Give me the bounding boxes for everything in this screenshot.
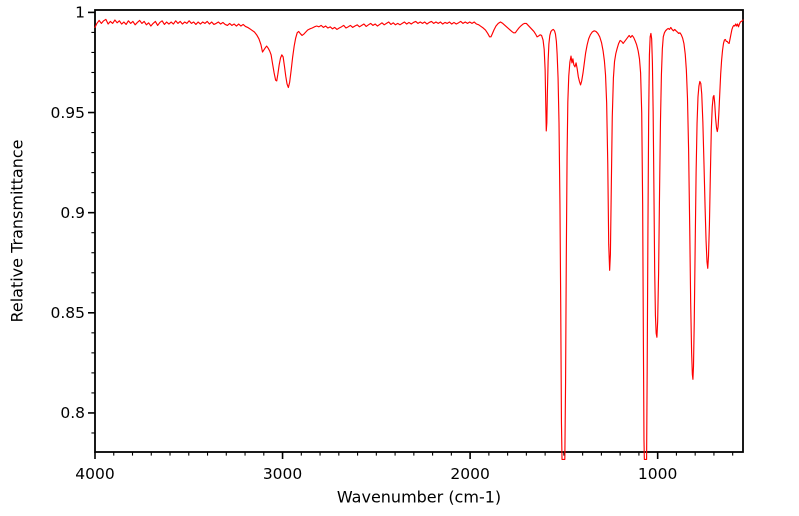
x-tick-label: 4000 — [75, 465, 114, 483]
x-tick-label: 3000 — [263, 465, 302, 483]
y-axis-title: Relative Transmittance — [7, 139, 27, 323]
y-tick-label: 0.8 — [60, 404, 85, 422]
y-tick-label: 1 — [75, 4, 85, 22]
spectrum-line — [94, 18, 744, 460]
y-tick-label: 0.95 — [50, 104, 85, 122]
y-tick-label: 0.9 — [60, 204, 85, 222]
plot-border — [94, 9, 744, 453]
x-tick-label: 2000 — [450, 465, 489, 483]
x-tick-label: 1000 — [638, 465, 677, 483]
y-tick-label: 0.85 — [50, 304, 85, 322]
x-axis-title: Wavenumber (cm-1) — [336, 487, 502, 507]
